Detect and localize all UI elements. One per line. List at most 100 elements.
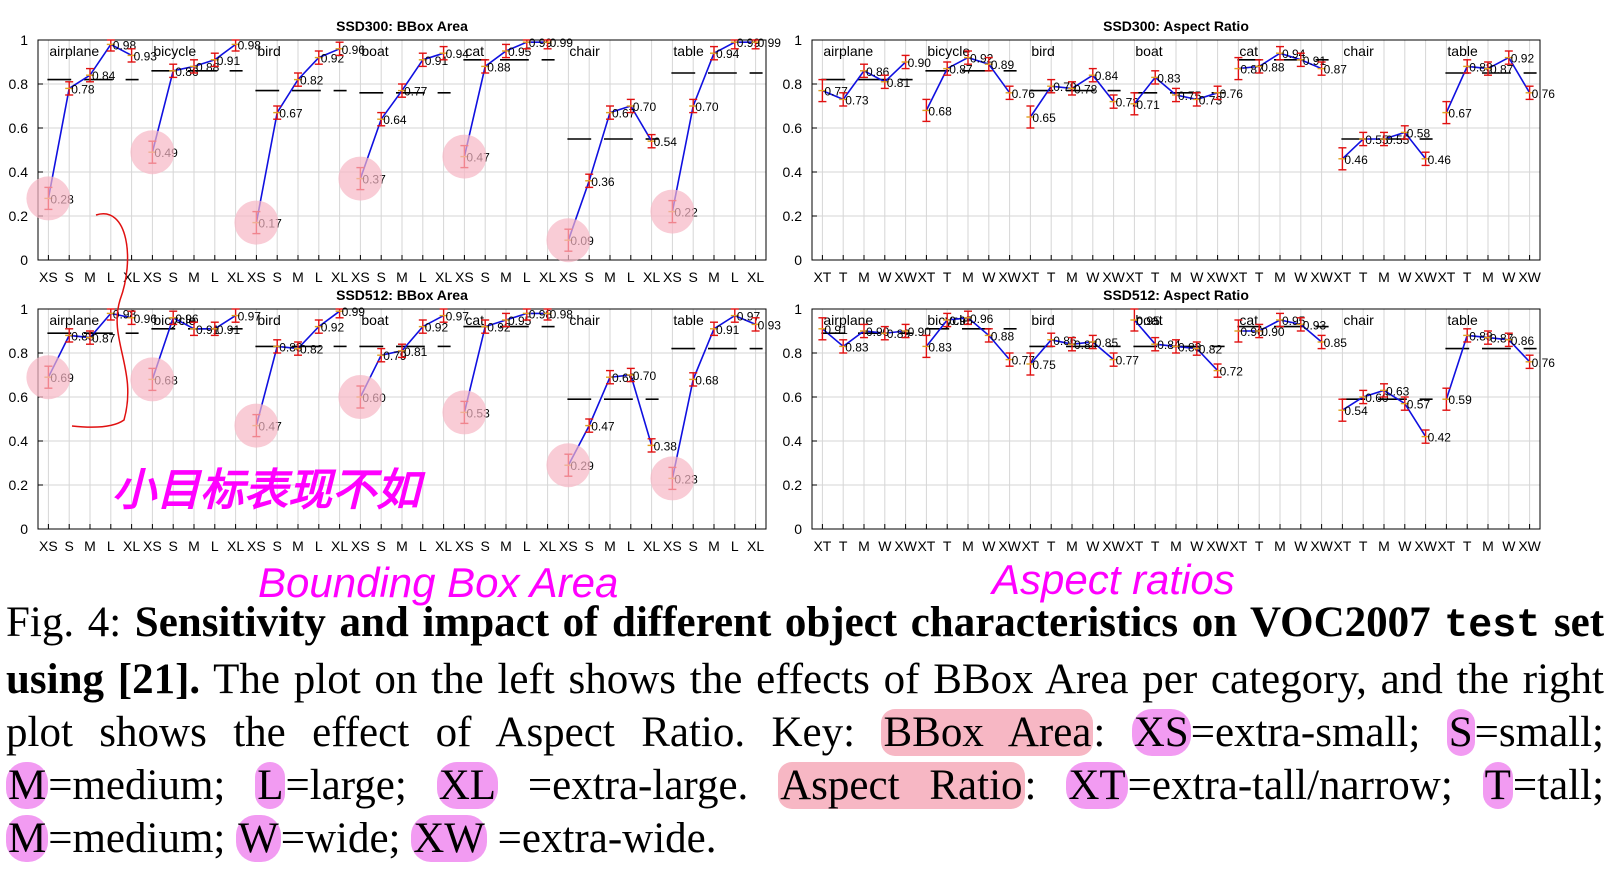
data-label: 0.88 bbox=[1469, 329, 1493, 343]
data-label: 0.98 bbox=[550, 307, 574, 321]
data-label: 0.68 bbox=[695, 373, 719, 387]
annotation-circle bbox=[546, 443, 591, 488]
data-label: 0.81 bbox=[404, 345, 428, 359]
x-tick-label: M bbox=[1482, 269, 1494, 285]
data-label: 0.42 bbox=[1428, 431, 1452, 445]
x-tick-label: T bbox=[943, 538, 952, 554]
highlight-l: L bbox=[255, 762, 286, 809]
data-label: 0.91 bbox=[196, 323, 220, 337]
x-tick-label: XL bbox=[331, 269, 348, 285]
data-label: 0.63 bbox=[1386, 384, 1410, 398]
data-label: 0.92 bbox=[425, 321, 449, 335]
x-tick-label: W bbox=[878, 538, 892, 554]
data-label: 0.86 bbox=[1511, 334, 1535, 348]
def-m2: =medium; bbox=[48, 815, 226, 862]
x-tick-label: XT bbox=[917, 269, 935, 285]
annotation-circle bbox=[26, 355, 71, 400]
highlight-aspect-ratio: Aspect Ratio bbox=[778, 762, 1025, 809]
data-label: 0.87 bbox=[1490, 63, 1514, 77]
highlight-t: T bbox=[1482, 762, 1513, 809]
x-tick-label: XS bbox=[39, 269, 58, 285]
x-tick-label: XS bbox=[663, 269, 682, 285]
data-label: 0.87 bbox=[92, 332, 116, 346]
data-label: 0.67 bbox=[612, 107, 636, 121]
x-tick-label: M bbox=[604, 269, 616, 285]
x-tick-label: XL bbox=[227, 269, 244, 285]
data-label: 0.72 bbox=[1220, 365, 1244, 379]
x-tick-label: W bbox=[1398, 538, 1412, 554]
x-tick-label: T bbox=[1047, 269, 1056, 285]
caption-code: test bbox=[1444, 604, 1541, 649]
data-label: 0.90 bbox=[1240, 325, 1264, 339]
x-tick-label: M bbox=[188, 269, 200, 285]
data-label: 0.67 bbox=[279, 107, 303, 121]
highlight-xw: XW bbox=[411, 815, 487, 862]
grid bbox=[812, 39, 1540, 261]
data-label: 0.75 bbox=[1032, 358, 1056, 372]
x-tick-label: XL bbox=[123, 269, 140, 285]
y-tick-label: 0.6 bbox=[9, 120, 29, 136]
category-label: bird bbox=[1031, 312, 1054, 328]
data-label: 0.59 bbox=[1448, 393, 1472, 407]
def-l: =large; bbox=[285, 762, 407, 809]
x-tick-label: T bbox=[1047, 538, 1056, 554]
annotation-circle bbox=[130, 130, 175, 175]
data-label: 0.92 bbox=[321, 321, 345, 335]
x-tick-label: M bbox=[1066, 538, 1078, 554]
x-tick-label: XW bbox=[1414, 269, 1437, 285]
data-label: 0.79 bbox=[1053, 80, 1077, 94]
data-label: 0.70 bbox=[695, 100, 719, 114]
data-label: 0.93 bbox=[758, 318, 782, 332]
x-tick-label: S bbox=[377, 269, 386, 285]
x-tick-label: S bbox=[481, 538, 490, 554]
x-tick-label: XT bbox=[1333, 538, 1351, 554]
x-tick-label: T bbox=[1255, 538, 1264, 554]
annotation-circle bbox=[650, 189, 695, 234]
y-tick-label: 0.4 bbox=[9, 164, 29, 180]
x-tick-label: XL bbox=[747, 269, 764, 285]
x-tick-label: W bbox=[878, 269, 892, 285]
x-tick-label: W bbox=[1502, 269, 1516, 285]
x-tick-label: XS bbox=[351, 269, 370, 285]
data-label: 0.85 bbox=[1324, 336, 1348, 350]
x-tick-label: XS bbox=[351, 538, 370, 554]
data-label: 0.78 bbox=[71, 82, 95, 96]
x-tick-label: XL bbox=[539, 538, 556, 554]
x-tick-label: XS bbox=[455, 538, 474, 554]
data-label: 0.68 bbox=[928, 104, 952, 118]
y-tick-label: 0.4 bbox=[9, 433, 29, 449]
def-m: =medium; bbox=[48, 762, 226, 809]
x-tick-label: L bbox=[523, 538, 531, 554]
x-tick-label: XW bbox=[1102, 538, 1125, 554]
annotation-circle bbox=[338, 156, 383, 201]
data-label: 0.83 bbox=[1178, 340, 1202, 354]
data-label: 0.96 bbox=[134, 312, 158, 326]
data-label: 0.82 bbox=[300, 343, 324, 357]
handwritten-aspect-ratios: Aspect ratios bbox=[989, 556, 1235, 603]
x-tick-label: M bbox=[962, 269, 974, 285]
figure-caption: Fig. 4: Sensitivity and impact of differ… bbox=[6, 599, 1605, 862]
category-label: chair bbox=[1343, 43, 1374, 59]
highlight-w: W bbox=[236, 815, 281, 862]
x-tick-label: M bbox=[84, 269, 96, 285]
data-label: 0.85 bbox=[1095, 336, 1119, 350]
annotation-circle bbox=[442, 134, 487, 179]
x-tick-label: XL bbox=[747, 538, 764, 554]
data-label: 0.70 bbox=[633, 100, 657, 114]
x-tick-label: M bbox=[858, 269, 870, 285]
group-bicycle: bicycle 0.68 0.870.920.89 0.76 bbox=[922, 43, 1035, 123]
category-label: cat bbox=[465, 43, 484, 59]
data-label: 0.65 bbox=[1032, 111, 1056, 125]
highlight-m2: M bbox=[6, 815, 49, 862]
data-label: 0.77 bbox=[824, 85, 848, 99]
x-tick-label: L bbox=[419, 269, 427, 285]
x-tick-label: XW bbox=[894, 269, 917, 285]
x-tick-label: T bbox=[839, 538, 848, 554]
data-label: 0.91 bbox=[1303, 54, 1327, 68]
x-tick-label: S bbox=[273, 538, 282, 554]
